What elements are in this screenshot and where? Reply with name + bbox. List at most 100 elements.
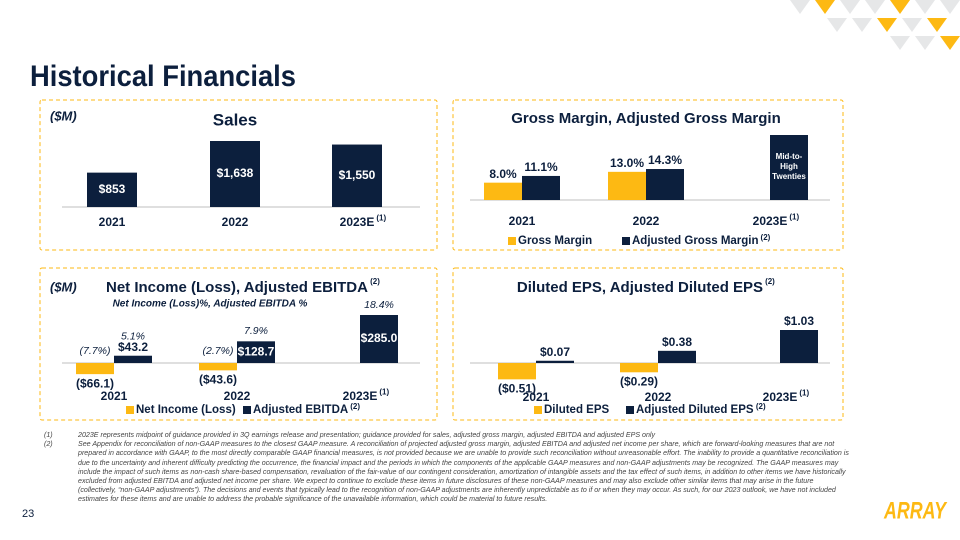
chart-panel (39, 99, 438, 251)
unit-label: ($M) (50, 108, 77, 123)
footnote: (1) 2023E represents midpoint of guidance… (44, 431, 852, 440)
legend-label: Gross Margin (518, 235, 592, 247)
deco-triangle (840, 0, 860, 14)
bar-label: 14.3% (648, 153, 682, 167)
bar-label: 11.1% (524, 160, 558, 174)
bar (87, 172, 137, 207)
superscript: (2) (756, 402, 766, 411)
superscript: (2) (370, 277, 380, 286)
legend-swatch (243, 406, 251, 414)
footnote-marker: (2) (44, 440, 53, 449)
bar (608, 171, 646, 200)
bar-label: ($66.1) (76, 376, 114, 390)
x-tick-label: 2023E (340, 215, 375, 229)
bar-label: $0.38 (662, 335, 692, 349)
deco-triangle (852, 18, 872, 32)
bar (620, 363, 658, 373)
chart-title: Net Income (Loss), Adjusted EBITDA (106, 279, 368, 296)
x-tick-label: 2021 (509, 214, 536, 228)
x-tick-label: 2022 (222, 215, 249, 229)
superscript: (1) (376, 213, 386, 222)
legend-label: Adjusted Gross Margin (632, 235, 759, 247)
bar-label: 8.0% (489, 167, 517, 181)
deco-triangle (790, 0, 810, 14)
bar (332, 144, 382, 207)
bar (76, 363, 114, 375)
chart-title: Gross Margin, Adjusted Gross Margin (511, 110, 781, 127)
percent-label: 5.1% (121, 331, 145, 343)
superscript: (1) (379, 387, 389, 396)
percent-label: (7.7%) (80, 345, 111, 357)
x-tick-label: 2023E (753, 214, 788, 228)
bar-label: $1,550 (339, 168, 376, 182)
bar-label: $853 (99, 182, 126, 196)
legend-label: Adjusted EBITDA (253, 404, 348, 416)
chart-panel (39, 267, 438, 421)
legend-swatch (622, 237, 630, 245)
legend-swatch (534, 406, 542, 414)
deco-triangle (940, 0, 960, 14)
percent-label: 18.4% (364, 299, 394, 311)
percent-label: 7.9% (244, 325, 268, 337)
bar-label: $285.0 (361, 331, 398, 345)
deco-triangle (927, 18, 947, 32)
deco-triangle (890, 0, 910, 14)
x-tick-label: 2022 (645, 390, 672, 404)
bar (114, 355, 152, 363)
bar-label-box: Mid-to-High Twenties (772, 151, 806, 181)
bar-label: ($43.6) (199, 373, 237, 387)
bar (498, 363, 536, 380)
superscript: (1) (789, 212, 799, 221)
footnote: (2) See Appendix for reconciliation of no… (44, 440, 852, 504)
superscript: (1) (799, 388, 809, 397)
bar-label: Mid-to-High Twenties (772, 151, 806, 181)
percent-label: (2.7%) (203, 345, 234, 357)
legend-label: Adjusted Diluted EPS (636, 404, 754, 416)
bar (237, 341, 275, 363)
bar-label: $43.2 (118, 340, 148, 354)
bar (360, 315, 398, 363)
deco-triangle (915, 36, 935, 50)
bar-label: 13.0% (610, 156, 644, 170)
bar (484, 182, 522, 200)
footnote-text: See Appendix for reconciliation of non-G… (78, 440, 849, 504)
deco-triangle (865, 0, 885, 14)
deco-triangle (827, 18, 847, 32)
deco-triangle (890, 36, 910, 50)
x-tick-label: 2021 (101, 389, 128, 403)
x-tick-label: 2021 (99, 215, 126, 229)
chart-title: Sales (213, 110, 257, 129)
legend-label: Net Income (Loss) (136, 404, 236, 416)
x-tick-label: 2021 (523, 390, 550, 404)
chart-panel (452, 267, 844, 421)
superscript: (2) (761, 233, 771, 242)
chart-subtitle: Net Income (Loss)%, Adjusted EBITDA % (113, 299, 308, 310)
bar (770, 135, 808, 200)
logo: ARRAY (883, 497, 947, 524)
x-tick-label: 2022 (633, 214, 660, 228)
bar (536, 360, 574, 363)
legend-swatch (508, 237, 516, 245)
footnote-marker: (1) (44, 431, 53, 439)
bar (210, 141, 260, 207)
deco-triangle (902, 18, 922, 32)
x-tick-label: 2023E (763, 390, 798, 404)
legend-label: Diluted EPS (544, 404, 610, 416)
page-number: 23 (22, 508, 34, 520)
x-tick-label: 2022 (224, 389, 251, 403)
superscript: (2) (765, 277, 775, 286)
bar-label: $0.07 (540, 345, 570, 359)
bar (780, 330, 818, 363)
slide-title: Historical Financials (30, 60, 296, 93)
deco-triangle (940, 36, 960, 50)
legend-swatch (626, 406, 634, 414)
bar-label: $128.7 (238, 344, 275, 358)
legend-swatch (126, 406, 134, 414)
bar (658, 350, 696, 363)
unit-label: ($M) (50, 279, 77, 294)
footnote-text: 2023E represents midpoint of guidance pr… (78, 431, 656, 439)
deco-triangle (877, 18, 897, 32)
bar-label: $1.03 (784, 314, 814, 328)
